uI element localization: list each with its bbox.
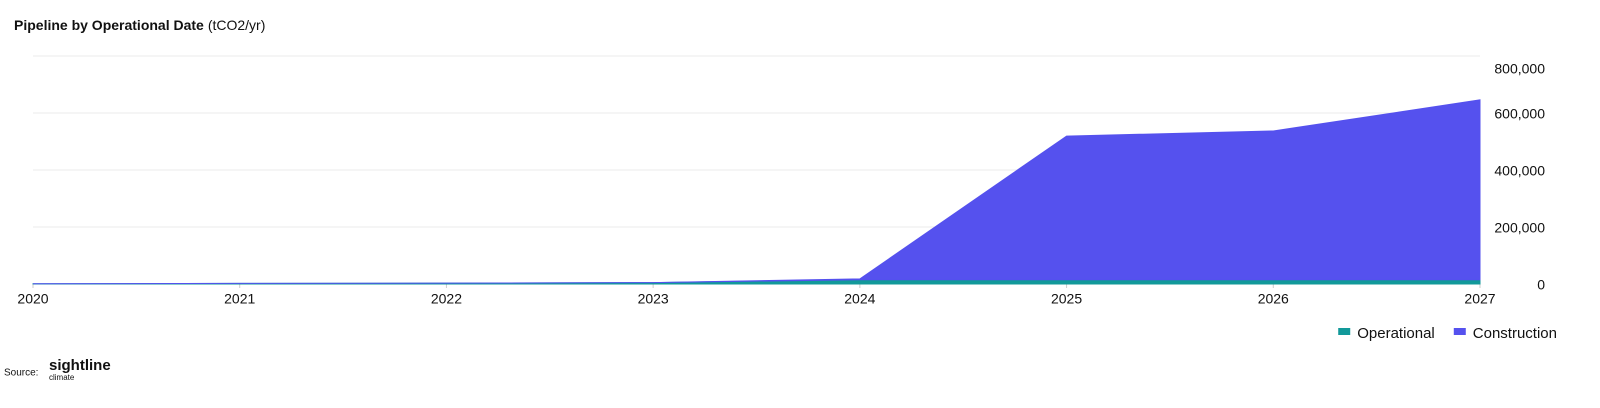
y-tick-label: 0 xyxy=(1537,277,1545,293)
legend-swatch xyxy=(1338,328,1351,335)
x-tick-label: 2024 xyxy=(844,291,875,307)
y-tick-label: 600,000 xyxy=(1494,106,1545,122)
logo-sub: climate xyxy=(49,373,75,382)
y-tick-label: 200,000 xyxy=(1494,220,1545,236)
x-tick-label: 2022 xyxy=(431,291,462,307)
x-tick-label: 2020 xyxy=(17,291,48,307)
legend-label: Operational xyxy=(1357,325,1435,342)
y-tick-label: 400,000 xyxy=(1494,163,1545,179)
logo: sightline xyxy=(49,357,111,374)
y-tick-label: 800,000 xyxy=(1494,61,1545,77)
title-unit: (tCO2/yr) xyxy=(208,17,266,33)
x-tick-label: 2021 xyxy=(224,291,255,307)
x-tick-label: 2026 xyxy=(1258,291,1289,307)
legend-swatch xyxy=(1453,328,1466,335)
chart-title: Pipeline by Operational Date (tCO2/yr) xyxy=(14,17,265,33)
x-tick-label: 2023 xyxy=(638,291,669,307)
title-main: Pipeline by Operational Date xyxy=(14,17,204,33)
source-label: Source: xyxy=(4,368,38,379)
x-tick-label: 2027 xyxy=(1464,291,1495,307)
legend-label: Construction xyxy=(1473,325,1557,342)
area xyxy=(32,99,1481,285)
x-tick-label: 2025 xyxy=(1051,291,1082,307)
